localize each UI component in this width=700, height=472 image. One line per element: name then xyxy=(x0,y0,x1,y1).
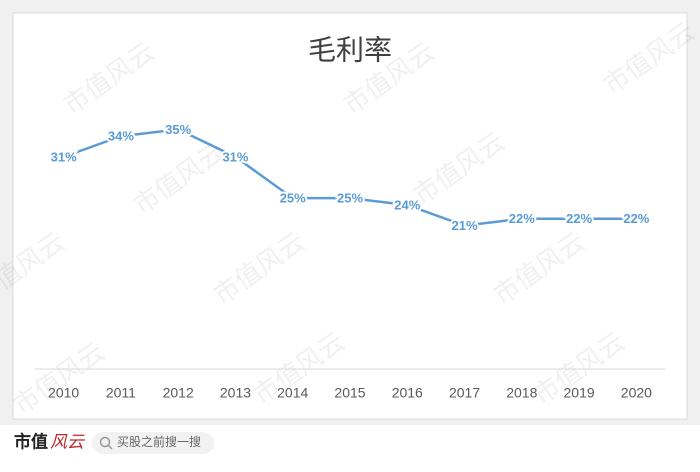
data-label: 25% xyxy=(337,191,363,206)
x-tick-label: 2015 xyxy=(334,385,365,401)
logo-accent: 风云 xyxy=(50,432,86,451)
x-tick-label: 2017 xyxy=(449,385,480,401)
x-tick-label: 2020 xyxy=(621,385,652,401)
x-tick-label: 2016 xyxy=(392,385,423,401)
data-label: 25% xyxy=(280,191,306,206)
data-label: 34% xyxy=(108,129,134,144)
x-tick-label: 2012 xyxy=(163,385,194,401)
data-label: 35% xyxy=(165,122,191,137)
plot-card xyxy=(12,12,688,420)
search-placeholder: 买股之前搜一搜 xyxy=(117,434,201,449)
x-tick-label: 2013 xyxy=(220,385,251,401)
search-box[interactable] xyxy=(92,432,214,454)
x-tick-label: 2018 xyxy=(506,385,537,401)
data-label: 31% xyxy=(51,149,77,164)
x-tick-label: 2019 xyxy=(564,385,595,401)
data-label: 22% xyxy=(623,211,649,226)
x-tick-label: 2010 xyxy=(48,385,79,401)
data-label: 21% xyxy=(452,218,478,233)
data-label: 24% xyxy=(394,197,420,212)
line xyxy=(63,128,637,227)
search-icon xyxy=(99,436,111,448)
data-label: 22% xyxy=(566,211,592,226)
search-icon-handle xyxy=(107,444,113,450)
logo-main: 市值 xyxy=(14,431,48,451)
x-tick-label: 2014 xyxy=(277,385,308,401)
chart-title: 毛利率 xyxy=(308,34,392,65)
data-label: 31% xyxy=(222,149,248,164)
x-tick-label: 2011 xyxy=(106,385,136,401)
data-label: 22% xyxy=(509,211,535,226)
